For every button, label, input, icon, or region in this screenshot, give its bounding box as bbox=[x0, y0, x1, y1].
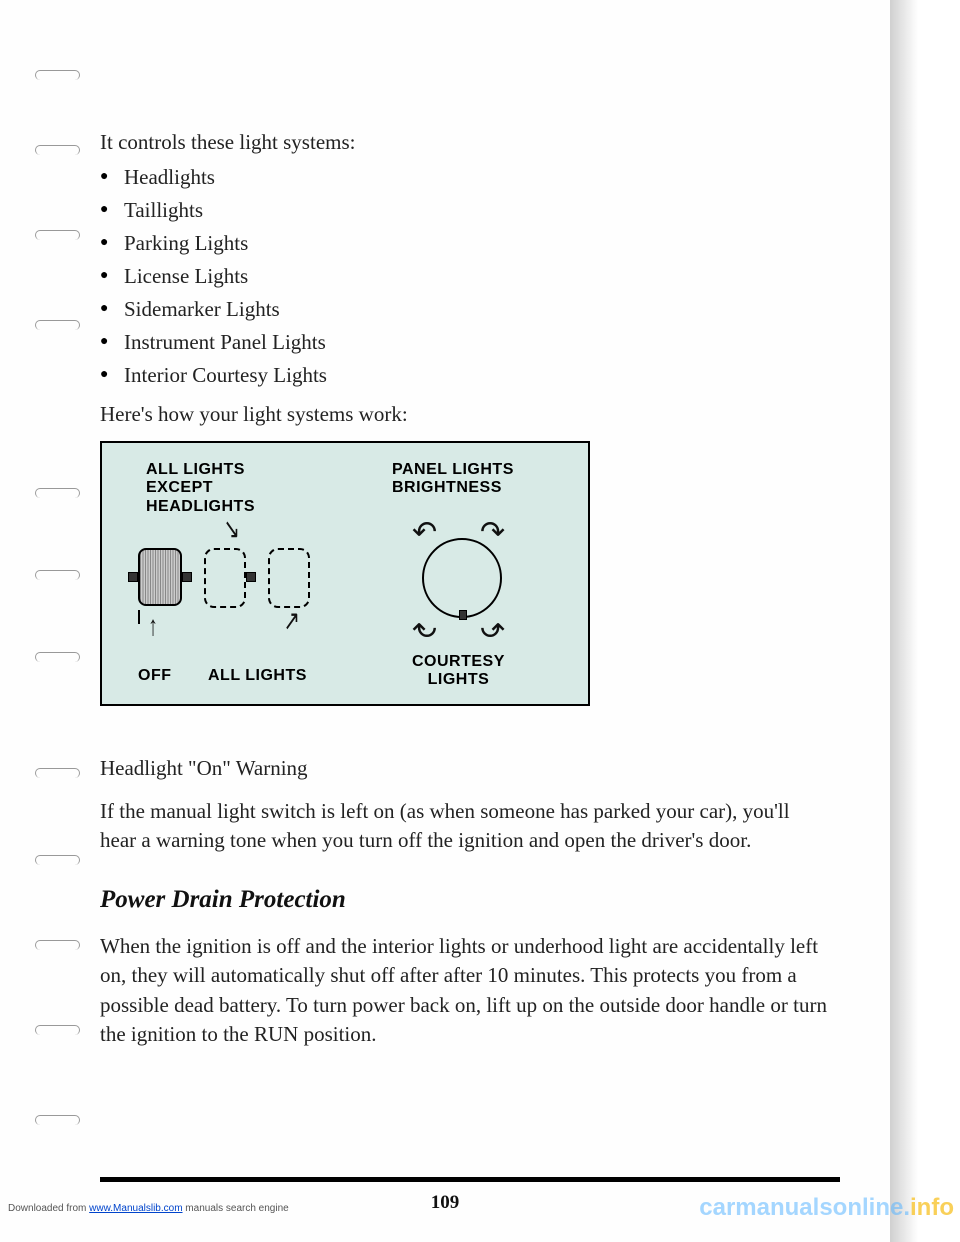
footer-text: manuals search engine bbox=[183, 1203, 289, 1214]
lights-diagram: ALL LIGHTS EXCEPT HEADLIGHTS PANEL LIGHT… bbox=[100, 441, 590, 706]
list-item: Sidemarker Lights bbox=[124, 297, 830, 322]
binder-ring-icon bbox=[35, 570, 80, 580]
diagram-label-courtesy: COURTESY LIGHTS bbox=[412, 653, 505, 690]
diagram-label-right: PANEL LIGHTS BRIGHTNESS bbox=[392, 461, 514, 498]
binder-ring-icon bbox=[35, 1025, 80, 1035]
watermark-text: carmanualsonline. bbox=[699, 1194, 910, 1221]
binder-ring-icon bbox=[35, 855, 80, 865]
horizontal-rule bbox=[100, 1177, 840, 1182]
list-item: Headlights bbox=[124, 165, 830, 190]
brightness-dial-graphic bbox=[422, 538, 502, 618]
subsection-heading: Headlight "On" Warning bbox=[100, 756, 830, 781]
arrow-icon: ↶ bbox=[480, 515, 505, 550]
list-item: Instrument Panel Lights bbox=[124, 330, 830, 355]
arrow-icon: ↶ bbox=[412, 609, 437, 644]
binder-ring-icon bbox=[35, 70, 80, 80]
subsection-paragraph: If the manual light switch is left on (a… bbox=[100, 797, 830, 856]
footer-link[interactable]: www.Manualslib.com bbox=[89, 1203, 182, 1214]
list-item: Interior Courtesy Lights bbox=[124, 363, 830, 388]
light-systems-list: Headlights Taillights Parking Lights Lic… bbox=[100, 165, 830, 388]
arrow-icon: ↶ bbox=[412, 515, 437, 550]
list-item: License Lights bbox=[124, 264, 830, 289]
binder-ring-icon bbox=[35, 230, 80, 240]
list-item: Parking Lights bbox=[124, 231, 830, 256]
footer-text: Downloaded from bbox=[8, 1203, 89, 1214]
how-works-text: Here's how your light systems work: bbox=[100, 402, 830, 427]
binder-ring-icon bbox=[35, 320, 80, 330]
manual-page: It controls these light systems: Headlig… bbox=[0, 0, 890, 1242]
binder-ring-icon bbox=[35, 940, 80, 950]
arrow-icon: ↶ bbox=[480, 609, 505, 644]
diagram-label-all: ALL LIGHTS bbox=[208, 667, 307, 685]
page-shadow bbox=[890, 0, 960, 1242]
download-footer: Downloaded from www.Manualslib.com manua… bbox=[8, 1203, 289, 1214]
section-paragraph: When the ignition is off and the interio… bbox=[100, 932, 830, 1050]
intro-text: It controls these light systems: bbox=[100, 130, 830, 155]
watermark-text: info bbox=[910, 1194, 954, 1221]
binder-ring-icon bbox=[35, 652, 80, 662]
diagram-label-off: OFF bbox=[138, 667, 172, 685]
binder-ring-icon bbox=[35, 1115, 80, 1125]
diagram-label-left: ALL LIGHTS EXCEPT HEADLIGHTS bbox=[146, 461, 255, 516]
binder-ring-icon bbox=[35, 145, 80, 155]
watermark: carmanualsonline.info bbox=[699, 1194, 960, 1222]
section-heading: Power Drain Protection bbox=[100, 886, 830, 914]
list-item: Taillights bbox=[124, 198, 830, 223]
binder-ring-icon bbox=[35, 768, 80, 778]
binder-ring-icon bbox=[35, 488, 80, 498]
